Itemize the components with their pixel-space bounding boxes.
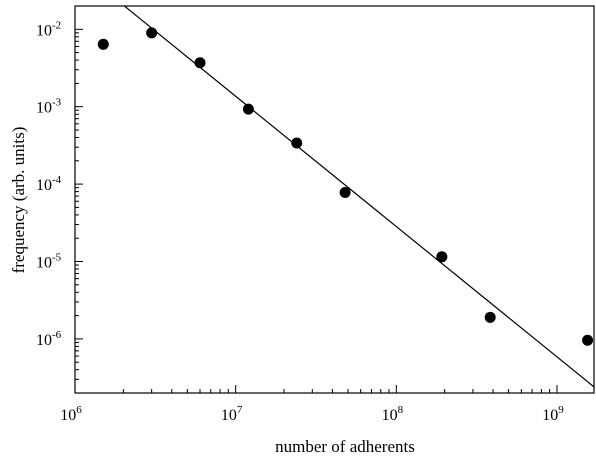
y-tick-label: 10-2 bbox=[36, 19, 61, 39]
x-tick-label: 106 bbox=[60, 404, 82, 424]
y-tick-label: 10-6 bbox=[36, 329, 62, 349]
y-tick-label: 10-3 bbox=[36, 97, 62, 117]
data-point bbox=[339, 186, 351, 198]
data-point bbox=[97, 38, 109, 50]
data-point bbox=[146, 27, 158, 39]
y-tick-label: 10-4 bbox=[36, 174, 62, 194]
y-axis-ticks: 10-2 10-3 10-4 10-5 10-6 bbox=[36, 5, 83, 394]
x-tick-label: 108 bbox=[382, 404, 404, 424]
x-axis-ticks: 106 107 108 109 bbox=[60, 385, 564, 424]
x-tick-label: 109 bbox=[542, 404, 564, 424]
x-axis-label: number of adherents bbox=[275, 437, 415, 456]
fit-line bbox=[123, 6, 594, 388]
data-point bbox=[484, 311, 496, 323]
x-tick-label: 107 bbox=[221, 404, 243, 424]
data-point bbox=[291, 137, 303, 149]
plot-area bbox=[74, 5, 595, 394]
y-tick-label: 10-5 bbox=[36, 251, 62, 271]
fit-line-layer bbox=[123, 6, 594, 388]
data-point bbox=[582, 334, 594, 346]
data-point bbox=[194, 57, 206, 69]
y-axis-label: frequency (arb. units) bbox=[9, 127, 28, 274]
data-point bbox=[436, 251, 448, 263]
data-point bbox=[242, 103, 254, 115]
data-points-layer bbox=[97, 27, 594, 346]
